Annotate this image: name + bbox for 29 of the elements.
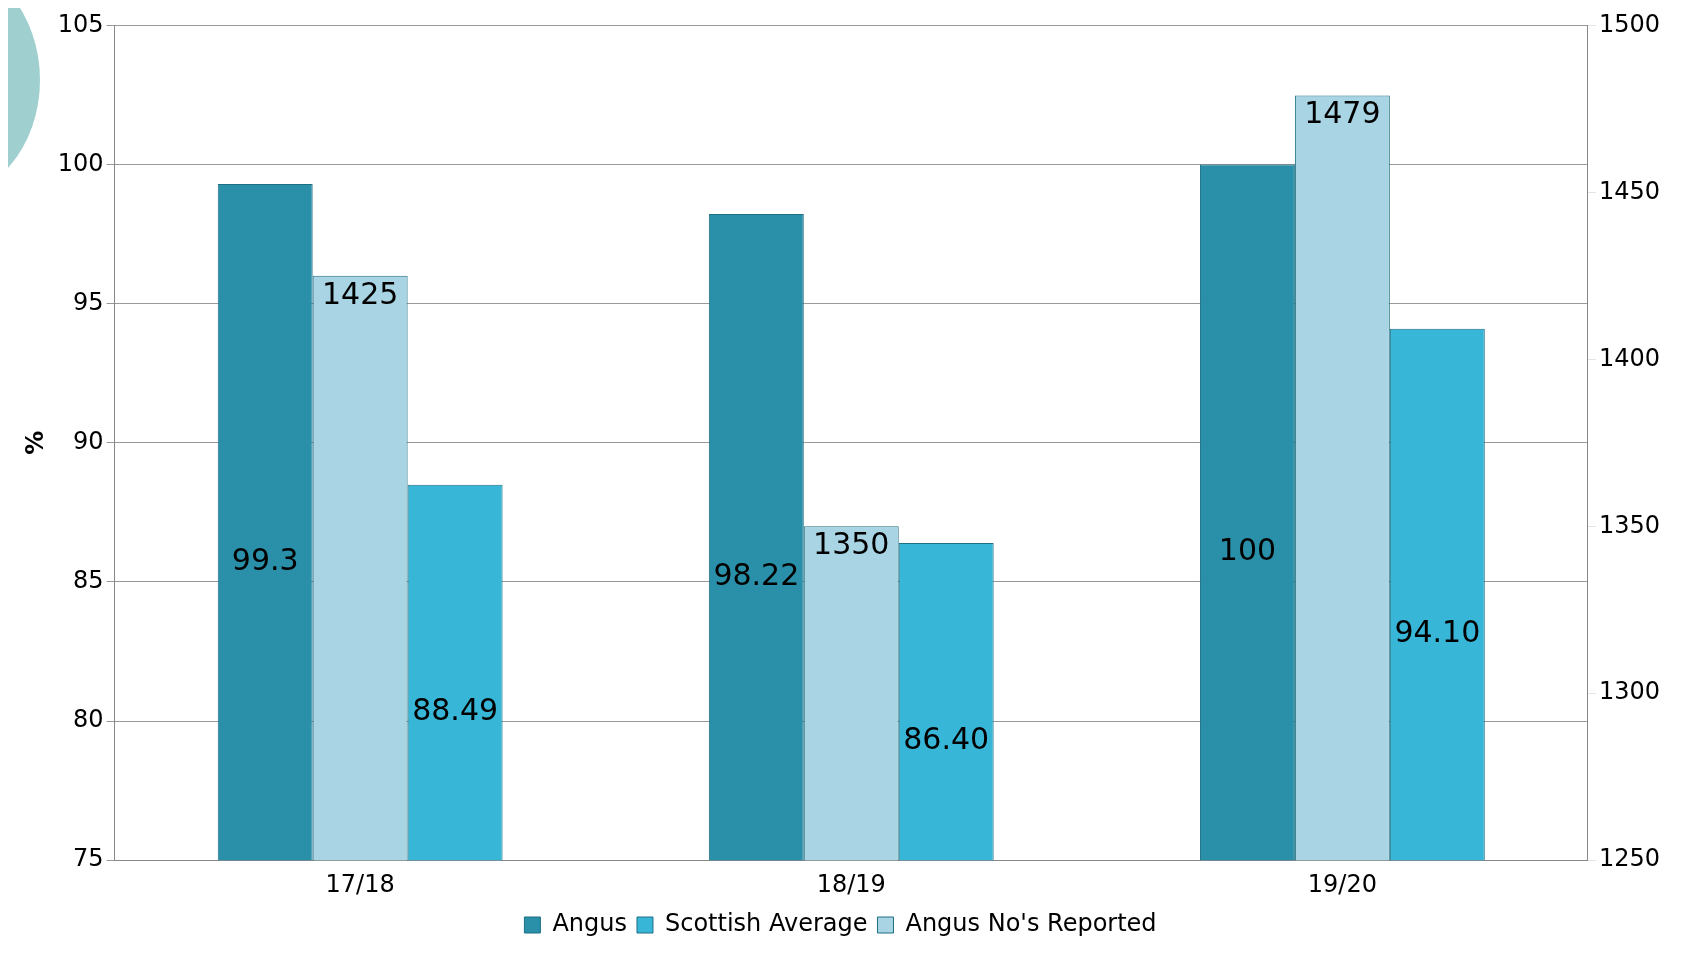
data-label: 88.49 xyxy=(412,692,499,728)
y2-tick-label: 1450 xyxy=(1598,176,1660,205)
y-tick-label: 75 xyxy=(73,844,104,873)
y-tick-label: 80 xyxy=(73,705,104,734)
data-label: 94.10 xyxy=(1394,614,1481,650)
legend-label: Scottish Average xyxy=(664,909,868,938)
legend-label: Angus xyxy=(552,909,627,938)
y-tick-label: 95 xyxy=(73,287,104,316)
y2-tick-label: 1350 xyxy=(1598,510,1660,539)
data-label: 1479 xyxy=(1304,95,1381,131)
y2-tick-label: 1300 xyxy=(1598,677,1660,706)
x-tick-label: 19/20 xyxy=(1307,869,1377,898)
data-label: 100 xyxy=(1218,532,1277,568)
data-label: 99.3 xyxy=(231,541,299,577)
legend-label: Angus No's Reported xyxy=(905,909,1157,938)
data-label: 1425 xyxy=(321,275,399,311)
y-tick-label: 90 xyxy=(73,427,104,456)
x-tick-label: 17/18 xyxy=(325,869,395,898)
y-tick-label: 105 xyxy=(57,9,104,38)
y-axis-title: % xyxy=(20,430,49,455)
data-label: 1350 xyxy=(813,526,890,562)
y2-tick-label: 1400 xyxy=(1598,343,1660,372)
data-label: 86.40 xyxy=(903,721,990,757)
x-tick-label: 18/19 xyxy=(816,869,886,898)
y-tick-label: 85 xyxy=(73,566,104,595)
y-tick-label: 100 xyxy=(57,148,104,177)
y2-tick-label: 1250 xyxy=(1598,844,1660,873)
data-label: 98.22 xyxy=(713,556,800,592)
y2-tick-label: 1500 xyxy=(1598,9,1660,38)
